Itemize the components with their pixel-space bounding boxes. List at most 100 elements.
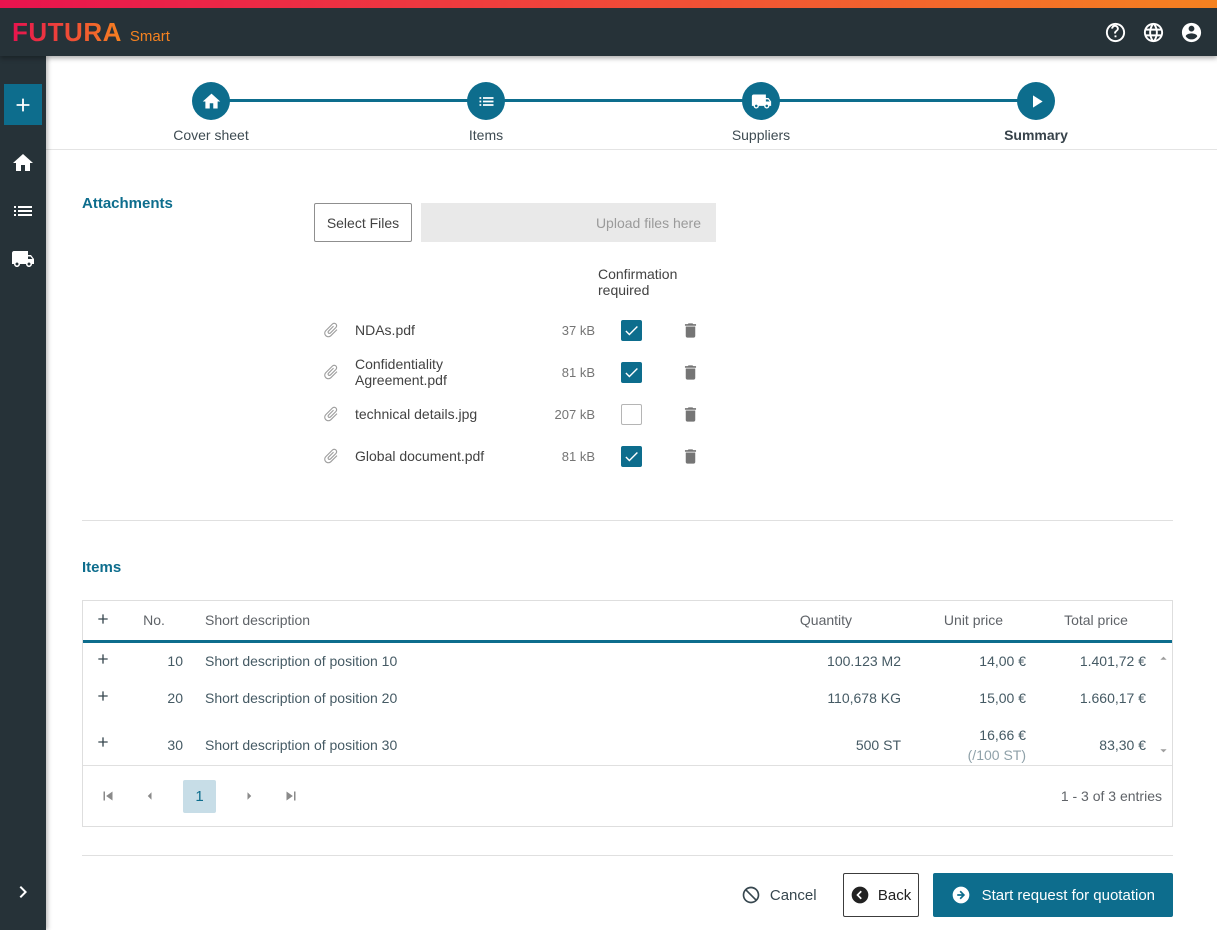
scroll-down-icon[interactable] — [1156, 743, 1171, 758]
chevron-right-icon — [19, 886, 27, 898]
item-no: 10 — [167, 653, 183, 669]
section-divider — [82, 520, 1173, 521]
file-size: 81 kB — [561, 448, 595, 464]
new-request-button[interactable] — [4, 84, 42, 125]
paperclip-icon — [318, 443, 343, 468]
confirmation-checkbox[interactable] — [620, 403, 642, 425]
plus-icon — [98, 614, 108, 624]
cancel-label: Cancel — [769, 886, 817, 904]
arrow-forward-circle-icon — [952, 886, 969, 904]
step-label: Cover sheet — [173, 127, 249, 143]
submit-label: Start request for quotation — [981, 886, 1155, 904]
confirmation-checkbox[interactable] — [620, 361, 642, 383]
delete-file-button[interactable] — [681, 363, 700, 382]
table-row: 20 Short description of position 20 110,… — [83, 680, 1172, 717]
first-page-button[interactable] — [99, 787, 117, 805]
item-unit-price: 15,00 € — [979, 690, 1026, 706]
app-logo: FUTURA Smart — [12, 17, 170, 48]
file-size: 81 kB — [561, 364, 595, 380]
start-request-button[interactable]: Start request for quotation — [932, 873, 1173, 917]
trash-icon — [684, 406, 697, 422]
help-icon[interactable] — [1104, 21, 1127, 44]
file-name: technical details.jpg — [355, 406, 478, 422]
file-row: technical details.jpg 207 kB — [322, 393, 714, 435]
expand-all-header[interactable] — [83, 601, 123, 643]
brand-suffix: Smart — [129, 27, 170, 45]
scrollbar-spacer — [1156, 601, 1172, 643]
file-row: Confidentiality Agreement.pdf 81 kB — [322, 351, 714, 393]
expand-row-button[interactable] — [83, 717, 123, 773]
item-quantity: 100.123 M2 — [827, 653, 901, 669]
delete-file-button[interactable] — [681, 447, 700, 466]
item-unit-price: 16,66 € (/100 ST) — [911, 717, 1036, 773]
items-table: No. Short description Quantity Unit pric… — [82, 600, 1173, 827]
delete-file-button[interactable] — [681, 405, 700, 424]
check-icon — [624, 325, 638, 335]
plus-icon — [98, 653, 108, 664]
back-button[interactable]: Back — [842, 873, 919, 917]
column-header-unit-price[interactable]: Unit price — [911, 601, 1036, 643]
table-row: 10 Short description of position 10 100.… — [83, 641, 1172, 680]
step-items[interactable]: Items — [416, 82, 556, 143]
column-header-quantity[interactable]: Quantity — [741, 601, 911, 643]
plus-icon — [98, 690, 108, 701]
pagination-range-label: 1 - 3 of 3 entries — [1060, 788, 1162, 804]
items-title: Items — [82, 559, 122, 576]
last-page-button[interactable] — [282, 787, 300, 805]
step-circle — [742, 82, 780, 120]
expand-row-button[interactable] — [83, 680, 123, 717]
step-circle — [1017, 82, 1055, 120]
plus-icon — [98, 737, 108, 747]
arrow-right-icon — [247, 792, 252, 800]
file-name: Confidentiality Agreement.pdf — [355, 356, 447, 388]
sidebar-item-suppliers[interactable] — [11, 247, 35, 271]
home-icon — [13, 154, 33, 171]
sidebar-expand-button[interactable] — [11, 880, 35, 904]
current-page-button[interactable]: 1 — [183, 779, 216, 813]
previous-page-button[interactable] — [141, 787, 159, 805]
confirmation-checkbox[interactable] — [620, 445, 642, 467]
main-content: Cover sheet Items Suppliers Summary — [46, 56, 1217, 930]
file-name: Global document.pdf — [355, 448, 485, 464]
paperclip-icon — [318, 317, 343, 342]
brand-gradient-strip — [0, 0, 1217, 8]
step-cover-sheet[interactable]: Cover sheet — [141, 82, 281, 143]
paperclip-icon — [318, 359, 343, 384]
delete-file-button[interactable] — [681, 321, 700, 340]
cancel-button[interactable]: Cancel — [741, 885, 817, 905]
attachment-file-list: NDAs.pdf 37 kB Confidentiality Agreement… — [322, 309, 714, 477]
step-label: Suppliers — [731, 127, 791, 143]
truck-icon — [12, 251, 34, 267]
table-pagination: 1 1 - 3 of 3 entries — [83, 765, 1172, 826]
item-description: Short description of position 30 — [205, 736, 398, 753]
column-header-no[interactable]: No. — [123, 601, 185, 643]
column-header-description[interactable]: Short description — [185, 601, 741, 643]
sidebar-item-requests[interactable] — [11, 199, 35, 223]
language-globe-icon[interactable] — [1142, 21, 1165, 44]
item-total-price: 1.401,72 € — [1079, 653, 1146, 669]
header-icons — [1104, 21, 1203, 44]
trash-icon — [684, 448, 697, 464]
account-icon[interactable] — [1180, 21, 1203, 44]
item-quantity: 500 ST — [855, 736, 901, 753]
trash-icon — [684, 322, 697, 338]
file-size: 37 kB — [561, 322, 595, 338]
truck-icon — [751, 94, 771, 108]
upload-dropzone[interactable]: Upload files here — [421, 203, 716, 242]
step-summary[interactable]: Summary — [966, 82, 1106, 143]
footer-actions: Cancel Back Start request for quotation — [82, 873, 1173, 917]
expand-row-button[interactable] — [83, 641, 123, 680]
unit-price-note: (/100 ST) — [967, 746, 1026, 763]
app-header: FUTURA Smart — [0, 8, 1217, 56]
select-files-button[interactable]: Select Files — [314, 203, 412, 242]
home-icon — [202, 93, 220, 108]
item-unit-price: 14,00 € — [979, 653, 1026, 669]
item-quantity: 110,678 KG — [827, 690, 901, 706]
column-header-total-price[interactable]: Total price — [1036, 601, 1156, 643]
item-description: Short description of position 20 — [205, 690, 398, 706]
confirmation-checkbox[interactable] — [620, 319, 642, 341]
scroll-up-icon[interactable] — [1156, 651, 1171, 666]
next-page-button[interactable] — [240, 787, 258, 805]
step-suppliers[interactable]: Suppliers — [691, 82, 831, 143]
sidebar-item-home[interactable] — [11, 151, 35, 175]
